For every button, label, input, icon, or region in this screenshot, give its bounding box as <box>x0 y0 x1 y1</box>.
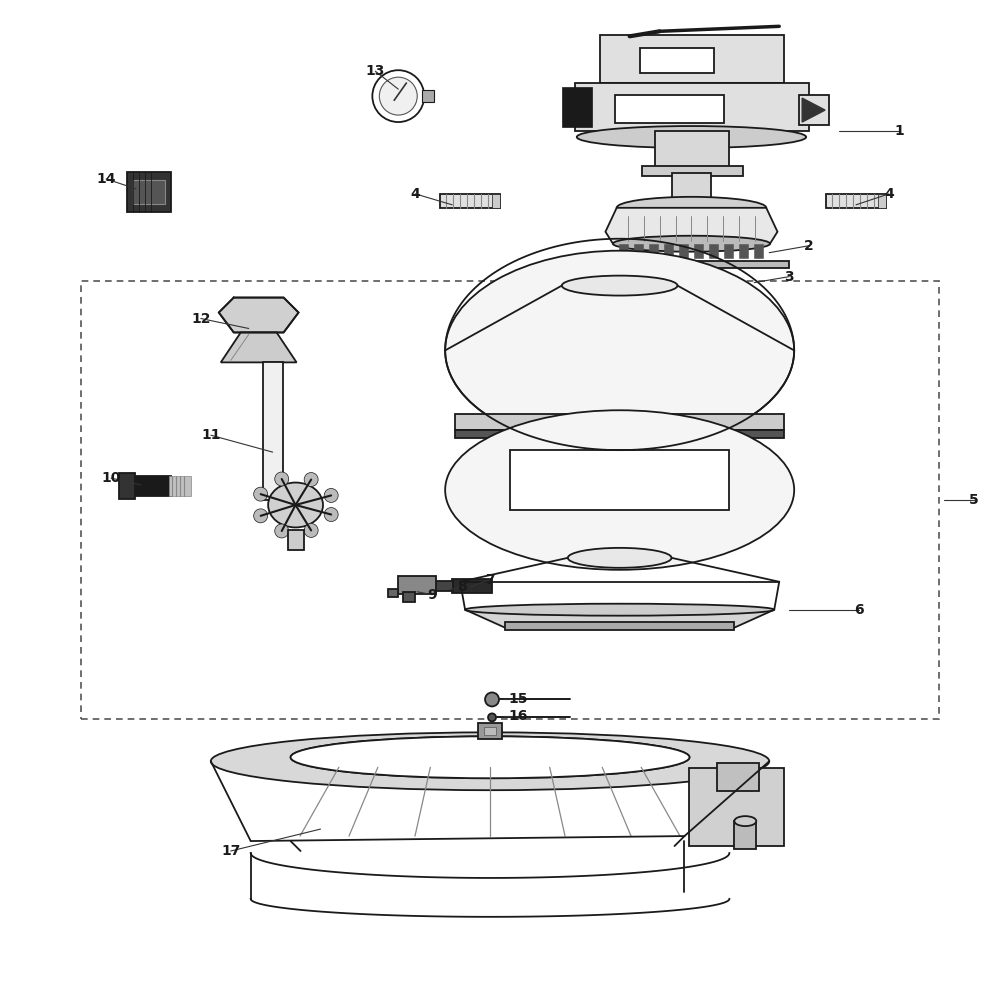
Bar <box>388 589 398 597</box>
Bar <box>169 476 191 496</box>
Circle shape <box>275 524 289 538</box>
Bar <box>640 48 714 73</box>
Ellipse shape <box>445 251 794 450</box>
Text: 13: 13 <box>366 64 385 78</box>
Text: 3: 3 <box>784 270 794 284</box>
Text: 17: 17 <box>221 844 240 858</box>
Text: 14: 14 <box>96 172 116 186</box>
Bar <box>81 281 939 719</box>
Bar <box>664 244 673 258</box>
Bar <box>435 581 453 591</box>
Ellipse shape <box>445 410 794 570</box>
Bar <box>455 430 784 438</box>
Bar <box>422 90 434 102</box>
Ellipse shape <box>211 732 769 790</box>
Circle shape <box>254 487 268 501</box>
Bar <box>642 166 743 176</box>
Bar <box>403 592 415 602</box>
Polygon shape <box>465 610 774 628</box>
Bar <box>119 473 135 499</box>
Text: 16: 16 <box>508 709 528 723</box>
Ellipse shape <box>465 604 774 616</box>
Bar <box>600 35 784 83</box>
Bar <box>398 576 436 594</box>
Text: 6: 6 <box>854 603 864 617</box>
Bar <box>455 414 784 430</box>
Circle shape <box>488 713 496 721</box>
Circle shape <box>304 523 318 537</box>
Polygon shape <box>221 332 297 362</box>
Circle shape <box>275 472 289 486</box>
Text: 5: 5 <box>969 493 979 507</box>
Text: 10: 10 <box>101 471 121 485</box>
Bar <box>492 194 500 208</box>
Bar <box>734 821 756 849</box>
Text: 4: 4 <box>410 187 420 201</box>
Circle shape <box>485 692 499 706</box>
Bar <box>127 172 171 212</box>
Polygon shape <box>802 98 825 122</box>
Circle shape <box>372 70 424 122</box>
Bar <box>634 244 643 258</box>
Bar <box>694 244 703 258</box>
Text: 15: 15 <box>508 692 528 706</box>
Text: 9: 9 <box>427 588 437 602</box>
Bar <box>440 194 500 208</box>
Bar <box>689 768 784 846</box>
Polygon shape <box>219 298 299 332</box>
Text: 7: 7 <box>485 573 495 587</box>
Bar <box>717 763 759 791</box>
Circle shape <box>379 77 417 115</box>
Bar <box>590 261 789 268</box>
Bar <box>739 244 748 258</box>
Text: 11: 11 <box>201 428 221 442</box>
Text: 4: 4 <box>884 187 894 201</box>
Circle shape <box>304 473 318 487</box>
Bar <box>288 530 304 550</box>
Bar <box>672 173 711 201</box>
Bar <box>754 244 763 258</box>
Bar <box>679 244 688 258</box>
Text: 8: 8 <box>457 580 467 594</box>
Bar <box>478 723 502 739</box>
Polygon shape <box>605 208 777 244</box>
Bar <box>878 194 886 208</box>
Bar <box>709 244 718 258</box>
Ellipse shape <box>613 236 770 252</box>
Circle shape <box>254 509 268 523</box>
Ellipse shape <box>268 483 323 527</box>
Text: 2: 2 <box>804 239 814 253</box>
Bar <box>133 180 165 204</box>
Circle shape <box>324 508 338 522</box>
Bar <box>505 622 734 630</box>
Bar <box>452 579 492 593</box>
Bar <box>619 244 628 258</box>
Bar <box>131 476 171 496</box>
Text: 1: 1 <box>894 124 904 138</box>
Bar <box>263 362 283 500</box>
Bar <box>799 95 829 125</box>
Bar <box>649 244 658 258</box>
Bar <box>615 95 724 123</box>
Ellipse shape <box>562 276 678 296</box>
Bar <box>510 450 729 510</box>
Bar <box>484 727 496 735</box>
Circle shape <box>324 488 338 502</box>
Ellipse shape <box>291 736 689 778</box>
Text: 12: 12 <box>191 312 211 326</box>
Ellipse shape <box>617 197 766 219</box>
Bar <box>575 83 809 131</box>
Bar <box>655 131 729 171</box>
Ellipse shape <box>734 816 756 826</box>
Bar <box>826 194 886 208</box>
Bar <box>724 244 733 258</box>
Ellipse shape <box>568 548 672 568</box>
Ellipse shape <box>562 276 678 296</box>
Bar <box>562 87 592 127</box>
Ellipse shape <box>577 126 806 148</box>
Ellipse shape <box>291 736 689 778</box>
